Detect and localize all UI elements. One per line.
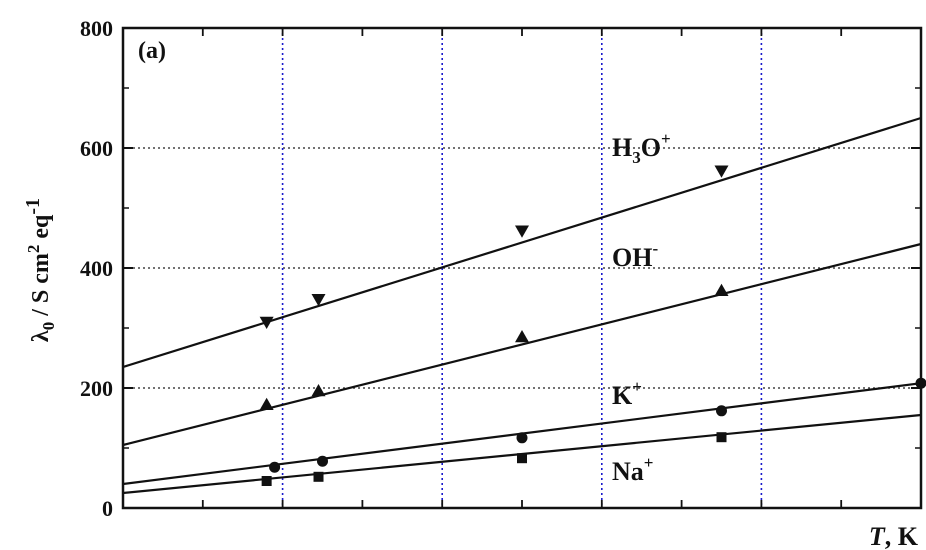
data-point-series-2-1: [317, 455, 328, 467]
data-point-series-1-3: [714, 283, 729, 297]
data-point-series-1-2: [515, 330, 529, 343]
data-point-series-0-1: [311, 293, 326, 307]
y-axis-label-superscript-2: -1: [22, 198, 44, 215]
data-point-series-1-0: [259, 397, 274, 411]
fit-line-series-1: [122, 242, 922, 447]
y-tick-label-0: 0: [102, 496, 113, 521]
x-axis-label: T, K: [869, 522, 919, 550]
data-markers: [259, 165, 926, 486]
y-tick-label-1: 200: [80, 376, 113, 401]
data-point-series-2-0: [269, 461, 281, 473]
data-point-series-2-3: [716, 405, 727, 417]
y-tick-label-4: 800: [80, 16, 113, 41]
y-tick-label-3: 600: [80, 136, 113, 161]
x-axis-label-variable: T: [869, 522, 886, 550]
data-point-series-3-1: [313, 471, 324, 482]
data-point-series-3-0: [261, 476, 272, 486]
series-label-3: Na+: [612, 453, 653, 486]
x-axis-label-unit: , K: [885, 522, 919, 550]
y-axis-label: λ0 / S cm2 eq-1: [22, 198, 58, 342]
fit-line-series-0: [122, 116, 922, 369]
panel-label: (a): [138, 38, 166, 64]
y-axis-label-tail: eq: [28, 214, 54, 245]
y-axis-label-symbol: λ: [28, 330, 54, 342]
data-point-series-0-3: [714, 165, 729, 178]
data-point-series-0-0: [259, 316, 274, 329]
axis-labels: 0 200 400 600 800 H3O+ OH- K+ Na+: [80, 16, 671, 521]
y-axis-label-subscript: 0: [39, 322, 58, 331]
axis-ticks: [123, 27, 921, 509]
data-point-series-1-1: [311, 384, 326, 397]
data-point-series-2-2: [516, 432, 528, 444]
series-label-1: OH-: [612, 239, 658, 272]
y-axis-label-superscript: 2: [24, 245, 43, 254]
y-tick-label-2: 400: [80, 256, 113, 281]
series-label-0: H3O+: [612, 129, 671, 167]
series-label-2: K+: [612, 377, 642, 410]
data-point-series-3-2: [517, 453, 527, 464]
data-point-series-0-2: [515, 225, 529, 238]
y-axis-label-units: / S cm: [28, 253, 54, 322]
data-point-series-3-3: [716, 432, 727, 443]
